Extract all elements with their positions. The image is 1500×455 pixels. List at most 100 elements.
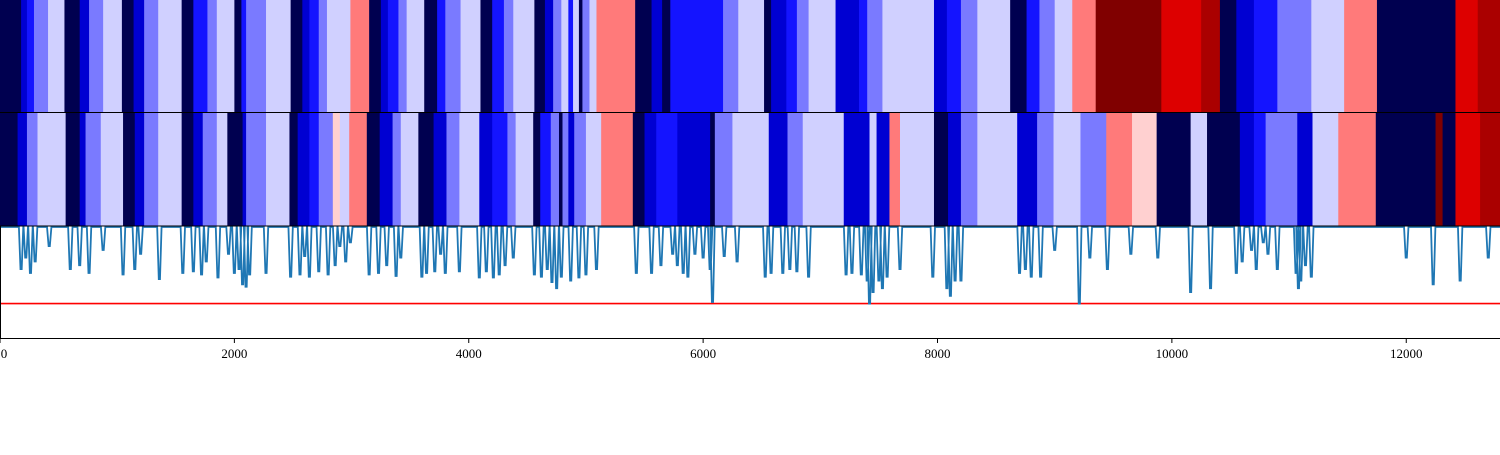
heatmap-top-cell-19 [246,0,267,113]
heatmap-top-cell-29 [387,0,400,113]
heatmap-middle-cell-77 [1239,113,1255,226]
heatmap-middle-cell-12 [158,113,183,226]
heatmap-middle-cell-27 [349,113,368,226]
heatmap-top-cell-65 [933,0,948,113]
heatmap-middle-cell-17 [227,113,244,226]
heatmap-middle-cell-23 [309,113,320,226]
heatmap-top-cell-35 [460,0,482,113]
heatmap-middle-cell-58 [802,113,845,226]
heatmap-middle-cell-65 [948,113,962,226]
heatmap-middle-cell-78 [1253,113,1267,226]
heatmap-middle-cell-36 [479,113,493,226]
heatmap-middle-cell-70 [1053,113,1082,226]
x-tick-label-4000: 4000 [456,346,482,361]
heatmap-top-cell-81 [1311,0,1345,113]
heatmap-top-cell-61 [835,0,860,113]
heatmap-middle-cell-73 [1132,113,1158,226]
heatmap-top-cell-43 [561,0,569,113]
x-tick-label-8000: 8000 [925,346,951,361]
heatmap-top-cell-36 [480,0,493,113]
heatmap-middle-cell-30 [392,113,402,226]
heatmap-top-cell-32 [424,0,438,113]
heatmap-top-cell-38 [503,0,514,113]
heatmap-middle-cell-19 [246,113,267,226]
x-tick-label-12000: 12000 [1390,346,1423,361]
heatmap-middle-cell-69 [1037,113,1055,226]
heatmap-top-cell-70 [1026,0,1041,113]
x-tick-label-10000: 10000 [1156,346,1189,361]
heatmap-middle-cell-39 [515,113,534,226]
heatmap-middle-cell-25 [332,113,341,226]
heatmap-top-cell-75 [1161,0,1202,113]
heatmap-top-cell-3 [33,0,49,113]
heatmap-top-cell-72 [1054,0,1073,113]
heatmap-top-cell-51 [651,0,663,113]
heatmap-middle-cell-29 [379,113,394,226]
heatmap-top-cell-67 [960,0,978,113]
heatmap-top-cell-18 [241,0,247,113]
heatmap-middle-cell-53 [710,113,716,226]
heatmap-top-cell-80 [1277,0,1312,113]
heatmap-top-cell-69 [1010,0,1028,113]
heatmap-top-cell-39 [513,0,535,113]
heatmap-middle-cell-87 [1480,113,1500,226]
heatmap-top-cell-25 [326,0,351,113]
heatmap-middle-cell-4 [46,113,67,226]
heatmap-middle-cell-28 [366,113,381,226]
heatmap-middle-cell-3 [37,113,48,226]
heatmap-middle-cell-9 [123,113,136,226]
heatmap-top-cell-74 [1095,0,1162,113]
line-panel [0,226,1500,338]
heatmap-middle-cell-54 [714,113,734,226]
heatmap-middle-cell-14 [193,113,204,226]
heatmap-top-cell-84 [1455,0,1479,113]
heatmap-middle-cell-83 [1375,113,1437,226]
heatmap-middle-cell-46 [574,113,587,226]
heatmap-middle-cell-80 [1297,113,1314,226]
heatmap-top-cell-85 [1477,0,1500,113]
heatmap-top-cell-1 [21,0,28,113]
heatmap-middle-cell-56 [768,113,789,226]
heatmap-middle-cell-38 [507,113,517,226]
heatmap-middle-cell-52 [677,113,711,226]
heatmap-top-cell-28 [380,0,389,113]
heatmap-top-cell-50 [635,0,653,113]
heatmap-middle-cell-13 [181,113,194,226]
heatmap-middle-cell-1 [17,113,28,226]
heatmap-middle-cell-26 [339,113,350,226]
heatmap-top-cell-11 [144,0,159,113]
heatmap-middle-cell-35 [459,113,480,226]
heatmap-middle-cell-8 [100,113,124,226]
heatmap-top-cell-48 [589,0,598,113]
heatmap-middle-cell-79 [1265,113,1298,226]
heatmap-middle-cell-74 [1156,113,1192,226]
heatmap-middle-cell-66 [960,113,978,226]
heatmap-top-cell-40 [534,0,546,113]
heatmap-middle-cell-0 [0,113,19,226]
heatmap-middle-cell-24 [318,113,334,226]
heatmap-middle-cell-10 [134,113,145,226]
heatmap-middle-cell-51 [656,113,678,226]
heatmap-top-cell-34 [445,0,462,113]
heatmap-middle-cell-67 [977,113,1018,226]
heatmap-middle-cell-50 [644,113,657,226]
heatmap-top-cell-16 [216,0,235,113]
heatmap-middle-cell-15 [202,113,218,226]
heatmap-middle-cell-47 [585,113,602,226]
heatmap-middle-cell-42 [550,113,560,226]
heatmap-top-cell-9 [121,0,135,113]
heatmap-top-cell-53 [670,0,724,113]
heatmap-middle-cell-37 [492,113,509,226]
heatmap-middle-cell-64 [933,113,949,226]
heatmap-top-cell-0 [0,0,22,113]
heatmap-middle-cell-33 [433,113,448,226]
heatmap-top-cell-82 [1344,0,1378,113]
heatmap-strip-top [0,0,1500,113]
heatmap-top-cell-77 [1219,0,1237,113]
heatmap-strip-middle [0,113,1500,226]
heatmap-middle-cell-63 [900,113,935,226]
series-line [0,226,1500,305]
heatmap-middle-cell-75 [1190,113,1208,226]
heatmap-top-cell-55 [738,0,765,113]
